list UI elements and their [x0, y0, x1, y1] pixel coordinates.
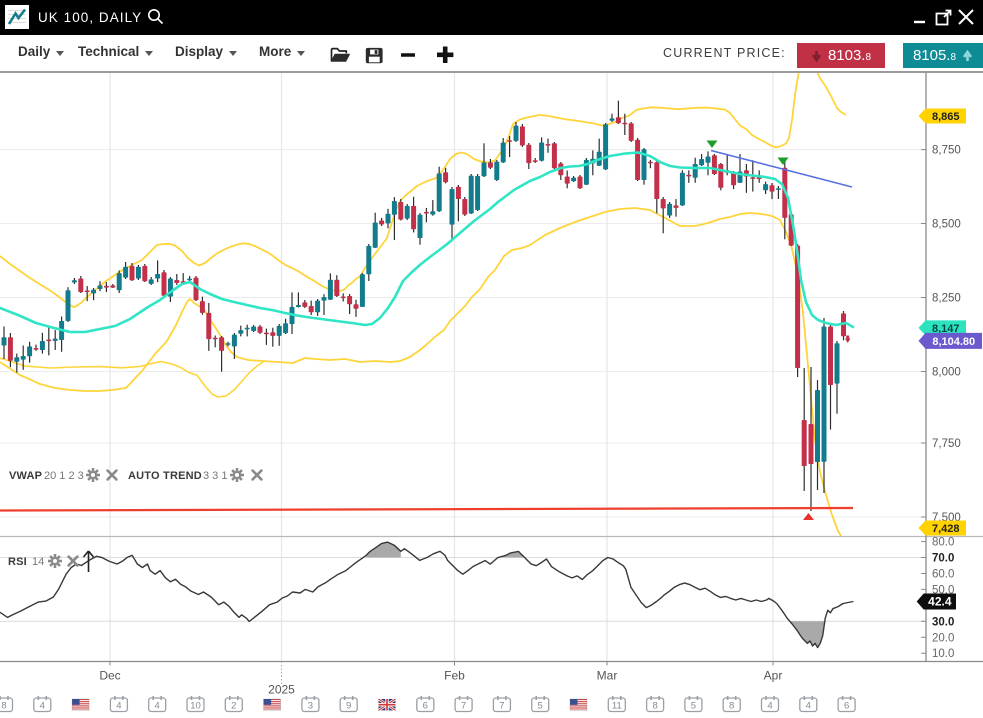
svg-text:30.0: 30.0 — [932, 616, 954, 628]
svg-text:60.0: 60.0 — [932, 569, 954, 581]
svg-text:4: 4 — [116, 701, 121, 712]
svg-text:8,104.80: 8,104.80 — [932, 336, 975, 348]
svg-text:9: 9 — [346, 701, 351, 712]
svg-text:10: 10 — [190, 701, 201, 712]
svg-text:20 1 2 3: 20 1 2 3 — [44, 470, 84, 482]
svg-text:6: 6 — [423, 701, 428, 712]
svg-text:Apr: Apr — [764, 669, 783, 683]
svg-text:8: 8 — [652, 701, 657, 712]
svg-text:8,000: 8,000 — [932, 367, 961, 379]
svg-text:3: 3 — [308, 701, 313, 712]
svg-text:7: 7 — [461, 701, 466, 712]
svg-text:RSI: RSI — [8, 556, 27, 568]
svg-text:Dec: Dec — [99, 669, 120, 683]
svg-text:20.0: 20.0 — [932, 632, 954, 644]
svg-text:5: 5 — [538, 701, 543, 712]
svg-text:2: 2 — [231, 701, 236, 712]
svg-text:3 3 1: 3 3 1 — [203, 470, 227, 482]
svg-text:4: 4 — [767, 701, 772, 712]
svg-text:14: 14 — [32, 556, 44, 568]
svg-text:8,250: 8,250 — [932, 293, 961, 305]
svg-text:70.0: 70.0 — [932, 553, 954, 565]
svg-text:8,865: 8,865 — [932, 111, 960, 123]
svg-text:4: 4 — [155, 701, 160, 712]
svg-text:11: 11 — [612, 701, 622, 712]
svg-text:5: 5 — [691, 701, 696, 712]
svg-text:7: 7 — [499, 701, 504, 712]
svg-text:80.0: 80.0 — [932, 537, 954, 549]
svg-text:7,428: 7,428 — [932, 523, 960, 535]
svg-text:Mar: Mar — [597, 669, 618, 683]
svg-text:AUTO TREND: AUTO TREND — [128, 470, 202, 482]
svg-text:8,750: 8,750 — [932, 145, 961, 157]
svg-text:42.4: 42.4 — [928, 595, 952, 609]
svg-text:8,147: 8,147 — [932, 323, 960, 335]
svg-text:50.0: 50.0 — [932, 584, 954, 596]
svg-text:VWAP: VWAP — [9, 470, 42, 482]
svg-text:Feb: Feb — [444, 669, 465, 683]
svg-text:4: 4 — [806, 701, 811, 712]
svg-text:10.0: 10.0 — [932, 648, 954, 660]
svg-text:8: 8 — [729, 701, 734, 712]
svg-text:6: 6 — [844, 701, 849, 712]
svg-text:8,500: 8,500 — [932, 219, 961, 231]
svg-text:7,750: 7,750 — [932, 438, 961, 450]
svg-text:4: 4 — [40, 701, 45, 712]
svg-text:8: 8 — [1, 701, 6, 712]
svg-text:2025: 2025 — [268, 683, 295, 697]
